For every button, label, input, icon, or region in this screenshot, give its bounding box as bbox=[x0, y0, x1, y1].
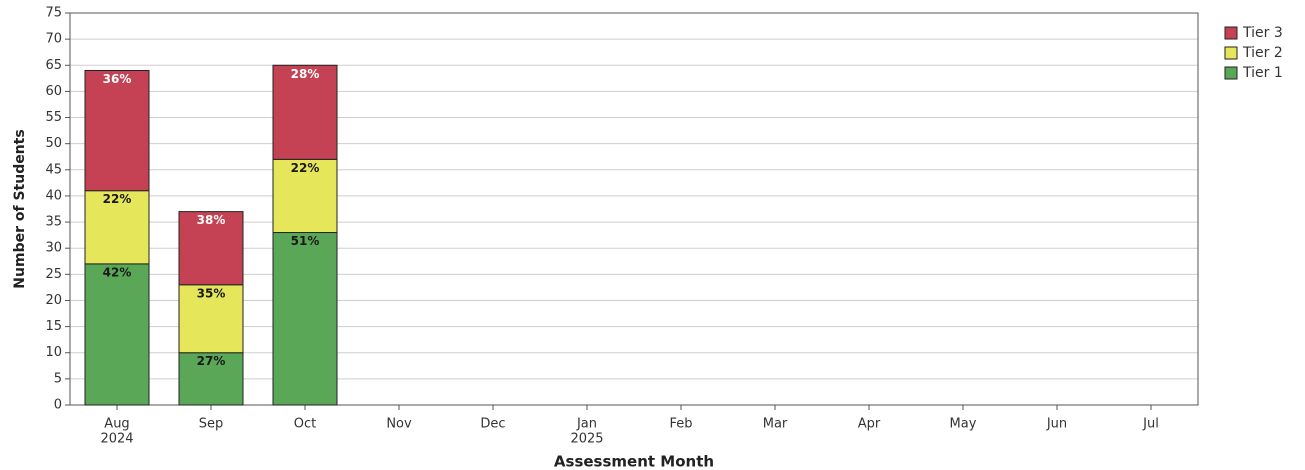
x-tick-label: Jan bbox=[576, 417, 597, 432]
x-axis-title: Assessment Month bbox=[554, 453, 714, 470]
legend-swatch bbox=[1224, 66, 1238, 80]
y-tick-label: 40 bbox=[45, 188, 62, 203]
y-tick-label: 10 bbox=[45, 345, 62, 360]
y-tick-label: 20 bbox=[45, 293, 62, 308]
y-tick-label: 5 bbox=[54, 371, 62, 386]
y-tick-label: 15 bbox=[45, 319, 62, 334]
y-tick-label: 35 bbox=[45, 215, 62, 230]
segment-label: 27% bbox=[197, 354, 226, 368]
segment-label: 35% bbox=[197, 286, 226, 300]
bar-segment bbox=[84, 263, 150, 406]
y-tick-label: 50 bbox=[45, 136, 62, 151]
legend-swatch bbox=[1224, 26, 1238, 40]
x-tick-label: Apr bbox=[858, 417, 881, 432]
bar-segment bbox=[84, 69, 150, 192]
segment-label: 51% bbox=[291, 234, 320, 248]
legend-label: Tier 2 bbox=[1242, 45, 1283, 61]
y-tick-label: 65 bbox=[45, 58, 62, 73]
x-tick-label: May bbox=[950, 417, 977, 432]
x-tick-label: Nov bbox=[386, 417, 412, 432]
x-tick-year: 2025 bbox=[570, 432, 603, 447]
y-tick-label: 25 bbox=[45, 267, 62, 282]
y-tick-label: 60 bbox=[45, 84, 62, 99]
y-axis-title: Number of Students bbox=[12, 129, 28, 288]
y-tick-label: 55 bbox=[45, 110, 62, 125]
y-tick-label: 0 bbox=[54, 398, 62, 413]
y-tick-label: 45 bbox=[45, 162, 62, 177]
segment-label: 42% bbox=[103, 265, 132, 279]
bar-segment bbox=[272, 232, 338, 406]
y-tick-label: 70 bbox=[45, 32, 62, 47]
bar-segment bbox=[178, 352, 244, 406]
bar-segment bbox=[272, 158, 338, 234]
segment-label: 22% bbox=[291, 161, 320, 175]
legend-label: Tier 3 bbox=[1242, 25, 1283, 41]
bar-segment bbox=[272, 64, 338, 160]
x-tick-year: 2024 bbox=[100, 432, 133, 447]
bar-segment bbox=[84, 190, 150, 265]
x-tick-label: Oct bbox=[294, 417, 316, 432]
x-tick-label: Jun bbox=[1046, 417, 1067, 432]
legend-swatch bbox=[1224, 46, 1238, 60]
x-tick-label: Mar bbox=[763, 417, 788, 432]
segment-label: 28% bbox=[291, 67, 320, 81]
x-tick-label: Aug bbox=[104, 417, 129, 432]
legend-label: Tier 1 bbox=[1242, 65, 1283, 81]
segment-label: 22% bbox=[103, 192, 132, 206]
bar-segment bbox=[178, 284, 244, 354]
x-tick-label: Feb bbox=[669, 417, 692, 432]
segment-label: 38% bbox=[197, 213, 226, 227]
x-tick-label: Dec bbox=[480, 417, 505, 432]
plot-frame bbox=[69, 12, 1199, 406]
bar-segment bbox=[178, 211, 244, 286]
y-tick-label: 75 bbox=[45, 6, 62, 21]
segment-label: 36% bbox=[103, 72, 132, 86]
x-tick-label: Jul bbox=[1142, 417, 1159, 432]
y-tick-label: 30 bbox=[45, 241, 62, 256]
x-tick-label: Sep bbox=[199, 417, 224, 432]
